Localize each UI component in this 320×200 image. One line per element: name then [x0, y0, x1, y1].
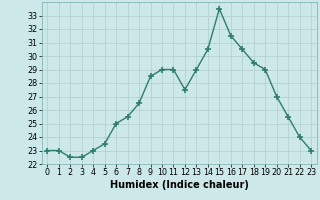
X-axis label: Humidex (Indice chaleur): Humidex (Indice chaleur)	[110, 180, 249, 190]
